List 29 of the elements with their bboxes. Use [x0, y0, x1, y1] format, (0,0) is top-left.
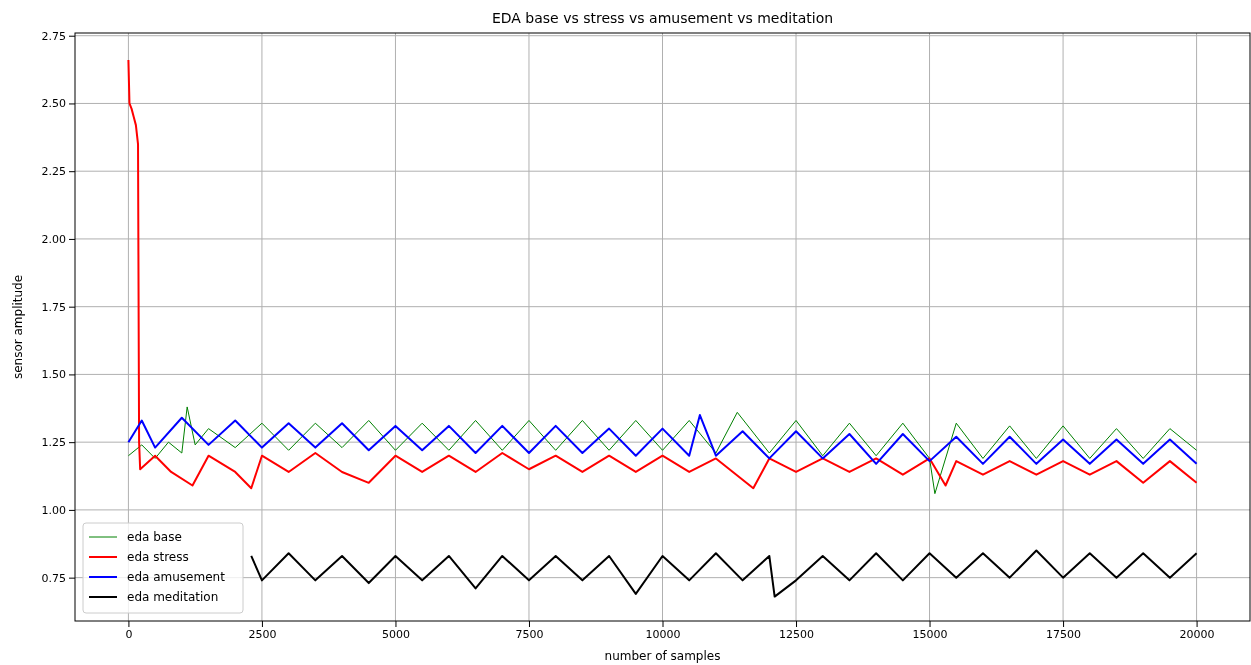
y-tick-label: 2.50 — [41, 97, 66, 111]
chart-title: EDA base vs stress vs amusement vs meditation — [491, 10, 834, 26]
x-tick-label: 5000 — [381, 627, 410, 641]
x-tick-label: 17500 — [1046, 627, 1082, 641]
x-tick-label: 15000 — [912, 627, 948, 641]
line-series — [127, 59, 1198, 490]
x-tick-label: 2500 — [248, 627, 277, 641]
legend-label: eda base — [127, 530, 182, 544]
x-tick-label: 10000 — [645, 627, 681, 641]
y-axis-title: sensor amplitude — [11, 274, 25, 380]
x-tick-label: 12500 — [779, 627, 815, 641]
line-series — [250, 549, 1198, 598]
y-tick-label: 0.75 — [41, 571, 66, 585]
y-tick-label: 2.25 — [41, 165, 66, 179]
legend-label: eda meditation — [127, 590, 219, 604]
x-tick-label: 0 — [125, 627, 133, 641]
y-tick-label: 1.75 — [41, 300, 66, 314]
y-tick-label: 1.50 — [41, 368, 66, 382]
legend-label: eda stress — [127, 550, 189, 564]
y-tick-label: 2.75 — [41, 29, 66, 43]
x-tick-label: 20000 — [1179, 627, 1215, 641]
y-tick-label: 1.25 — [41, 436, 66, 450]
line-series — [127, 414, 1198, 465]
x-tick-label: 7500 — [515, 627, 544, 641]
y-tick-label: 1.00 — [41, 503, 66, 517]
line-series — [127, 406, 1198, 495]
x-axis-title: number of samples — [604, 649, 721, 663]
y-tick-label: 2.00 — [41, 232, 66, 246]
legend-label: eda amusement — [127, 570, 226, 584]
